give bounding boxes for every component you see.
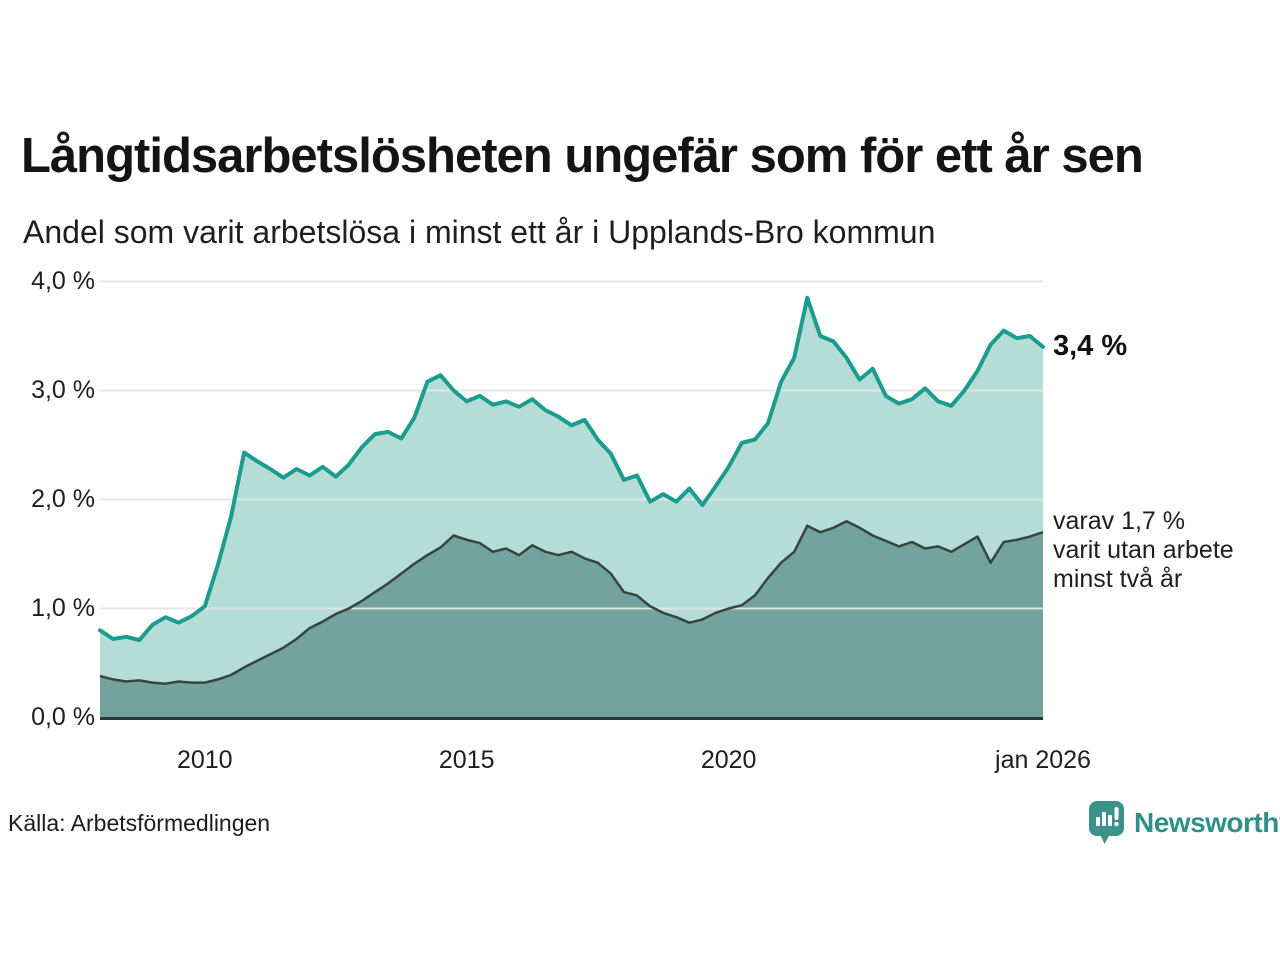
gridlines <box>100 280 1043 610</box>
x-tick-label: jan 2026 <box>995 746 1091 774</box>
y-tick-label: 3,0 % <box>31 375 95 404</box>
area-fill-unemployed-2yr <box>100 521 1043 718</box>
brand-name: Newsworthy <box>1134 807 1280 838</box>
y-tick-label: 2,0 % <box>31 484 95 513</box>
y-tick-label: 0,0 % <box>31 702 95 731</box>
line-unemployed-2yr <box>99 520 1044 685</box>
x-tick-label: 2015 <box>438 746 495 774</box>
detail-annotation-line2: varit utan arbete <box>1053 536 1234 564</box>
source-caption: Källa: Arbetsförmedlingen <box>8 810 271 836</box>
y-tick-label: 4,0 % <box>31 266 95 295</box>
newsworthy-speech-bubble-barchart-icon <box>1089 801 1124 844</box>
y-tick-label: 1,0 % <box>31 593 95 622</box>
x-tick-label: 2010 <box>176 746 233 774</box>
chart-subtitle: Andel som varit arbetslösa i minst ett å… <box>23 214 936 250</box>
latest-value-label: 3,4 % <box>1053 330 1128 362</box>
brand-logo: Newsworthy <box>1088 800 1280 846</box>
chart-title: Långtidsarbetslösheten ungefär som för e… <box>21 129 1144 183</box>
x-tick-label: 2020 <box>700 746 757 774</box>
detail-annotation-line3: minst två år <box>1053 565 1183 593</box>
detail-annotation-line1: varav 1,7 % <box>1053 507 1186 535</box>
detail-annotation: varav 1,7 % varit utan arbete minst två … <box>1053 507 1234 594</box>
line-unemployed-1yr <box>98 295 1045 643</box>
